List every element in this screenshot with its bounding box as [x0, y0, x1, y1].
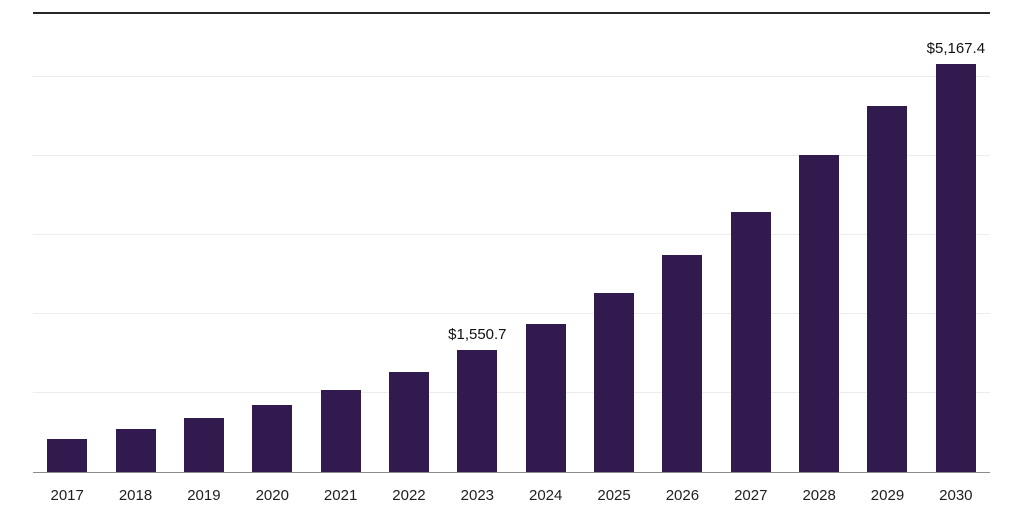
x-tick-label-2019: 2019 [187, 487, 221, 504]
data-label-2023: $1,550.7 [448, 325, 507, 343]
bar-column-2022 [375, 14, 443, 472]
x-tick-label-2027: 2027 [734, 487, 768, 504]
x-tick-label-2020: 2020 [255, 487, 289, 504]
x-tick-label-2018: 2018 [118, 487, 153, 504]
bar-column-2018 [101, 14, 169, 472]
plot-area: $1,550.7 $5,167.4 [33, 12, 990, 473]
x-tick-label-2026: 2026 [665, 487, 700, 504]
x-tick-label-2028: 2028 [802, 487, 836, 504]
x-tick-label-2022: 2022 [392, 487, 426, 504]
bar-2024 [525, 324, 566, 472]
gridline [33, 155, 990, 157]
bar-2026 [662, 255, 703, 472]
bar-2022 [388, 371, 429, 472]
bar-column-2027 [717, 14, 785, 472]
bar-column-2023: $1,550.7 [443, 14, 511, 472]
bar-column-2017 [33, 14, 101, 472]
bar-column-2020 [238, 14, 306, 472]
x-tick-label-2017: 2017 [50, 487, 84, 504]
x-axis: 2017 2018 2019 2020 2021 2022 2023 2024 2025 2026… [33, 473, 990, 504]
bar-column-2028 [785, 14, 853, 472]
bar-chart: $1,550.7 $5,167.4 2017 2018 2019 2020 2021 202… [33, 12, 990, 512]
bar-2020 [252, 404, 293, 472]
gridline [33, 76, 990, 78]
bar-2019 [183, 417, 224, 472]
bar-column-2030: $5,167.4 [922, 14, 990, 472]
bar-2028 [799, 154, 840, 472]
bar-column-2029 [853, 14, 921, 472]
bar-column-2026 [648, 14, 716, 472]
bar-2017 [47, 438, 88, 472]
bar-2027 [730, 211, 771, 472]
data-label-2030: $5,167.4 [926, 39, 986, 57]
bar-2018 [115, 428, 156, 472]
bar-2025 [594, 293, 635, 472]
bar-column-2024 [512, 14, 580, 472]
bar-column-2019 [170, 14, 238, 472]
gridline [33, 234, 990, 236]
x-tick-label-2023: 2023 [460, 487, 495, 504]
x-tick-label-2029: 2029 [870, 487, 905, 504]
bars: $1,550.7 $5,167.4 [33, 14, 990, 472]
gridline [33, 313, 990, 315]
bar-column-2021 [306, 14, 374, 472]
bar-2021 [320, 389, 361, 472]
x-tick-label-2030: 2030 [939, 487, 973, 504]
bar-column-2025 [580, 14, 648, 472]
bar-2023 [457, 349, 498, 472]
bar-2029 [867, 106, 908, 472]
gridline [33, 392, 990, 394]
x-tick-label-2025: 2025 [597, 487, 631, 504]
bar-2030 [935, 63, 976, 472]
x-tick-label-2024: 2024 [529, 487, 563, 504]
x-tick-label-2021: 2021 [323, 487, 358, 504]
